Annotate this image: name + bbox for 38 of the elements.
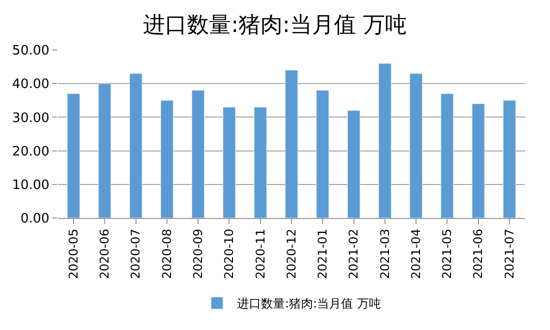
bar	[254, 106, 267, 218]
x-tick-label: 2020-07	[128, 228, 143, 279]
y-tick-label: 50.00	[12, 44, 50, 59]
y-tick-label: 40.00	[12, 77, 50, 92]
bar	[67, 93, 80, 218]
x-tick-label: 2020-10	[222, 228, 236, 279]
x-tick-label: 2021-07	[502, 228, 516, 279]
x-tick-label: 2020-11	[253, 228, 268, 279]
bar	[129, 73, 142, 218]
bar	[378, 63, 392, 218]
bar	[472, 104, 485, 218]
legend-label: 进口数量:猪肉:当月值 万吨	[237, 296, 381, 311]
x-tick-label: 2021-02	[346, 228, 361, 279]
bar	[98, 83, 112, 218]
y-tick-label: 10.00	[12, 178, 50, 193]
x-tick-label: 2020-08	[160, 228, 174, 279]
x-tick-label: 2021-04	[408, 228, 423, 279]
bar	[410, 73, 423, 218]
x-tick-label: 2021-03	[378, 228, 392, 279]
bar	[285, 70, 298, 218]
bar	[347, 110, 360, 218]
x-tick-label: 2020-05	[66, 228, 80, 279]
y-tick-label: 30.00	[12, 110, 50, 126]
x-tick-label: 2021-06	[471, 228, 486, 279]
y-tick-label: 20.00	[12, 144, 50, 160]
x-tick-label: 2020-09	[191, 228, 205, 279]
x-tick-label: 2020-06	[98, 228, 112, 279]
bar	[192, 90, 205, 218]
chart-title: 进口数量:猪肉:当月值 万吨	[143, 12, 407, 38]
bar	[222, 106, 236, 218]
bar	[440, 93, 454, 218]
x-tick-label: 2020-12	[284, 228, 298, 279]
x-tick-label: 2021-05	[440, 228, 454, 279]
y-tick-label: 0.00	[20, 212, 50, 227]
bar	[502, 100, 516, 218]
bar	[160, 100, 174, 218]
bar	[316, 90, 330, 218]
x-tick-label: 2021-01	[316, 228, 330, 279]
